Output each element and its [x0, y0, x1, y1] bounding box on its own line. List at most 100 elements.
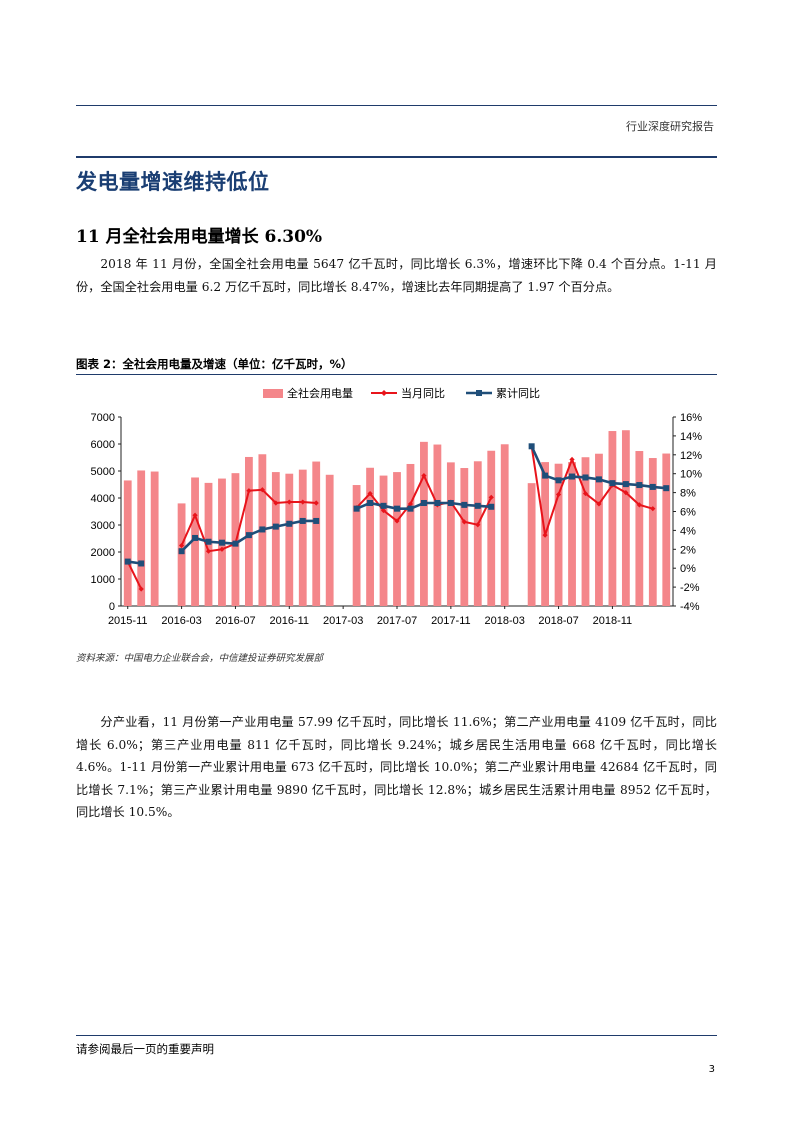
monthly-yoy-point — [542, 532, 548, 538]
cumulative-yoy-point — [528, 443, 535, 450]
bar-electricity-consumption — [285, 473, 294, 606]
left-axis-tick-label: 7000 — [91, 412, 115, 424]
figure-source: 资料来源：中国电力企业联合会，中信建投证券研究发展部 — [76, 653, 324, 664]
legend-marker-cumulative — [476, 390, 482, 396]
chart-lines — [124, 443, 670, 592]
monthly-yoy-point — [300, 499, 306, 505]
bar-electricity-consumption — [393, 472, 401, 606]
x-axis-tick-label: 2016-11 — [270, 615, 310, 627]
right-axis-tick-label: -4% — [680, 601, 700, 613]
bar-electricity-consumption — [271, 472, 280, 606]
monthly-yoy-point — [488, 494, 494, 500]
left-axis-tick-label: 6000 — [91, 439, 115, 451]
bar-electricity-consumption — [406, 463, 415, 606]
x-axis-tick-label: 2015-11 — [108, 615, 148, 627]
left-axis-tick-label: 3000 — [91, 520, 115, 532]
header-rule — [76, 105, 717, 106]
cumulative-yoy-point — [447, 499, 454, 506]
right-axis-tick-label: 16% — [680, 412, 702, 424]
section-bar — [76, 156, 717, 158]
cumulative-yoy-point — [124, 558, 131, 565]
bar-electricity-consumption — [433, 444, 442, 606]
bar-electricity-consumption — [420, 441, 428, 606]
cumulative-yoy-point — [178, 548, 185, 555]
monthly-yoy-point — [219, 546, 225, 552]
paragraph-summary: 2018 年 11 月份，全国全社会用电量 5647 亿千瓦时，同比增长 6.3… — [76, 257, 717, 294]
cumulative-yoy-point — [245, 532, 252, 539]
cumulative-yoy-point — [380, 502, 387, 509]
bar-electricity-consumption — [595, 453, 603, 606]
x-axis-tick-label: 2017-11 — [431, 615, 471, 627]
x-axis-tick-label: 2018-03 — [485, 615, 525, 627]
monthly-yoy-point — [407, 501, 414, 507]
monthly-yoy-point — [596, 501, 602, 507]
monthly-yoy-point — [569, 456, 575, 463]
monthly-yoy-point — [555, 491, 562, 498]
bar-electricity-consumption — [446, 462, 455, 606]
bar-electricity-consumption — [568, 462, 576, 606]
header-tag: 行业深度研究报告 — [626, 120, 714, 133]
left-axis-tick-label: 5000 — [91, 466, 115, 478]
legend-label-cumulative: 累计同比 — [496, 387, 540, 400]
page-number: 3 — [708, 1064, 715, 1075]
bar-electricity-consumption — [177, 503, 186, 606]
footer-rule — [76, 1035, 717, 1036]
cumulative-yoy-point — [259, 526, 266, 533]
bar-electricity-consumption — [366, 467, 374, 606]
cumulative-yoy-point — [569, 473, 576, 480]
bar-electricity-consumption — [352, 485, 361, 606]
cumulative-yoy-point — [420, 499, 427, 506]
bar-electricity-consumption — [191, 477, 199, 606]
electricity-chart: 全社会用电量 当月同比 累计同比 0 1000 2000 3000 4000 5000 60… — [76, 380, 717, 642]
right-axis-tick-label: 14% — [680, 431, 702, 443]
right-axis-tick-label: 6% — [680, 507, 696, 519]
bar-electricity-consumption — [608, 431, 617, 606]
cumulative-yoy-point — [663, 485, 670, 492]
cumulative-yoy-point — [434, 499, 441, 506]
subsection-title: 11 月全社会用电量增长 6.30% — [76, 227, 323, 247]
bar-electricity-consumption — [298, 469, 307, 606]
right-axis-tick-label: 0% — [680, 563, 696, 575]
cumulative-yoy-point — [299, 517, 306, 524]
bar-electricity-consumption — [648, 458, 657, 606]
cumulative-yoy-point — [582, 474, 589, 481]
bar-electricity-consumption — [554, 463, 563, 606]
cumulative-yoy-point — [622, 481, 629, 488]
legend: 全社会用电量 当月同比 累计同比 — [263, 386, 540, 400]
x-axis-tick-label: 2017-07 — [377, 615, 417, 627]
bar-electricity-consumption — [662, 453, 671, 606]
left-axis-tick-label: 4000 — [91, 493, 115, 505]
chart-axes: 0 1000 2000 3000 4000 5000 6000 7000 -4% -2% 0% 2% 4… — [91, 412, 703, 627]
right-axis-tick-label: 2% — [680, 544, 696, 556]
x-axis-tick-label: 2016-03 — [161, 615, 201, 627]
bar-electricity-consumption — [137, 470, 146, 606]
bar-electricity-consumption — [527, 483, 536, 606]
chart-svg: 全社会用电量 当月同比 累计同比 0 1000 2000 3000 4000 5000 60… — [91, 386, 703, 627]
right-axis-tick-label: 4% — [680, 525, 696, 537]
cumulative-yoy-point — [138, 560, 145, 567]
x-axis-tick-label: 2018-07 — [538, 615, 578, 627]
right-axis-tick-label: 12% — [680, 450, 702, 462]
cumulative-yoy-point — [474, 502, 481, 509]
legend-marker-monthly — [381, 390, 387, 396]
x-axis-tick-label: 2017-03 — [323, 615, 363, 627]
monthly-yoy-line — [530, 446, 654, 536]
cumulative-yoy-point — [407, 505, 414, 512]
cumulative-yoy-point — [649, 483, 656, 490]
paragraph-sector-breakdown: 分产业看，11 月份第一产业用电量 57.99 亿千瓦时，同比增长 11.6%；… — [76, 715, 717, 819]
monthly-yoy-point — [394, 518, 400, 524]
bar-electricity-consumption — [244, 456, 253, 606]
bar-electricity-consumption — [500, 444, 509, 606]
section-title: 发电量增速维持低位 — [76, 170, 270, 194]
legend-label-bar: 全社会用电量 — [287, 386, 353, 400]
monthly-yoy-point — [273, 500, 279, 506]
bar-electricity-consumption — [150, 471, 159, 606]
bar-electricity-consumption — [460, 468, 469, 606]
left-axis-tick-label: 1000 — [91, 574, 115, 586]
bar-electricity-consumption — [635, 451, 644, 606]
legend-swatch-bar — [263, 389, 283, 398]
cumulative-yoy-point — [609, 480, 616, 487]
cumulative-yoy-point — [353, 505, 360, 512]
cumulative-yoy-point — [286, 520, 293, 527]
cumulative-yoy-point — [636, 482, 643, 489]
